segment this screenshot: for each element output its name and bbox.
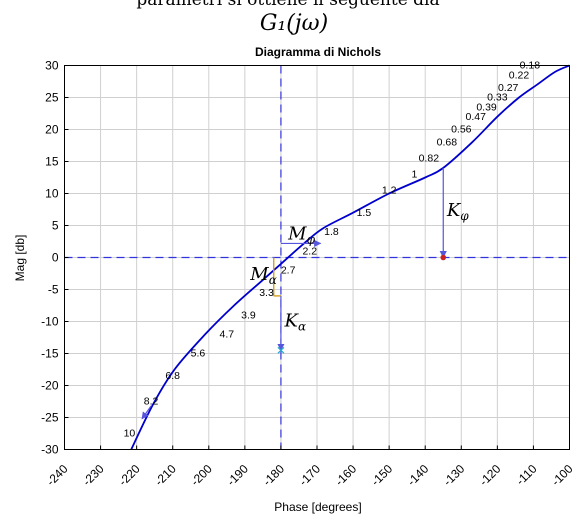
frequency-label: 1.5 [357, 207, 372, 219]
frequency-label: 0.39 [476, 101, 497, 113]
y-tick-label: 25 [45, 91, 59, 105]
frequency-label: 0.82 [419, 153, 440, 165]
x-tick-label: -240 [44, 462, 71, 489]
K_alpha: Kα [284, 311, 307, 334]
y-tick-label: 0 [52, 251, 59, 265]
y-tick-label: 30 [45, 59, 59, 73]
frequency-label: 2.2 [302, 245, 317, 257]
reference-lines [64, 65, 570, 450]
k-phi-marker [440, 254, 447, 261]
M_phi-main: M [287, 224, 307, 245]
x-tick-label: -180 [260, 462, 287, 489]
curve-group [130, 64, 570, 450]
K_phi: Kφ [446, 200, 469, 223]
frequency-label: 2.7 [281, 265, 296, 277]
x-tick-label: -140 [404, 462, 431, 489]
x-tick-label: -220 [116, 462, 143, 489]
K_phi-main: K [446, 200, 462, 221]
frequency-labels: 10 8.2 6.8 5.6 4.7 3.93.3 2.7 2.2 1.8 1.5 1.2 10.82… [124, 60, 541, 440]
frequency-label: 1.2 [382, 185, 397, 197]
K_phi-sub: φ [460, 209, 469, 223]
header-top-text: parametri si ottiene il seguente dia [136, 0, 439, 10]
y-tick-label: -25 [41, 411, 59, 425]
y-tick-label: 20 [45, 123, 59, 137]
M_phi-sub: φ [307, 233, 316, 247]
y-tick-label: -15 [41, 347, 59, 361]
x-tick-label: -130 [441, 462, 468, 489]
y-tick-label: -10 [41, 315, 59, 329]
frequency-label: 0.27 [498, 82, 519, 94]
K_alpha-main: K [284, 311, 300, 332]
x-tick-label: -100 [549, 462, 576, 489]
x-tick-label: -190 [224, 462, 251, 489]
x-tick-label: -110 [513, 462, 539, 488]
y-tick-label: 10 [45, 187, 59, 201]
x-tick-label: -200 [188, 462, 215, 489]
x-tick-label: -120 [477, 462, 504, 489]
header-math: G₁(jω) [260, 11, 328, 36]
M_phi: Mφ [287, 224, 315, 247]
x-tick-label: -170 [296, 462, 323, 489]
x-tick-label: -150 [368, 462, 395, 489]
y-axis-label: Mag [db] [13, 235, 27, 282]
chart-title: Diagramma di Nichols [255, 45, 381, 59]
y-tick-label: 15 [45, 155, 59, 169]
frequency-label: 0.22 [509, 69, 530, 81]
frequency-label: 1 [411, 169, 417, 181]
axis-ticks: 30 25 20 15 10 5 0 -5 -10 -15 -20 -25 -30 -240 -230 -22… [41, 59, 576, 489]
frequency-label: 8.2 [144, 396, 159, 408]
x-axis-label: Phase [degrees] [274, 500, 361, 514]
frequency-label: 4.7 [220, 329, 235, 341]
frequency-label: 3.3 [259, 287, 274, 299]
frequency-label: 10 [124, 428, 136, 440]
frequency-label: 6.8 [165, 370, 180, 382]
y-tick-label: 5 [52, 219, 59, 233]
curve-direction-arrow [141, 405, 152, 420]
x-tick-label: -210 [152, 462, 179, 489]
y-tick-label: -5 [48, 283, 59, 297]
k-alpha-cross [277, 346, 285, 354]
frequency-label: 0.68 [437, 137, 458, 149]
M_alpha-main: M [249, 264, 269, 285]
y-tick-label: -20 [41, 379, 59, 393]
x-tick-label: -160 [332, 462, 359, 489]
x-tick-label: -230 [80, 462, 107, 489]
frequency-label: 5.6 [191, 348, 206, 360]
M_alpha: Mα [249, 264, 277, 287]
frequency-label: 0.33 [487, 92, 508, 104]
frequency-label: 0.47 [465, 111, 486, 123]
frequency-label: 1.8 [324, 226, 339, 238]
y-tick-label: -30 [41, 443, 59, 457]
frequency-label: 0.56 [451, 124, 472, 136]
frequency-label: 3.9 [241, 309, 256, 321]
K_alpha-sub: α [298, 320, 306, 334]
M_alpha-sub: α [269, 273, 277, 287]
